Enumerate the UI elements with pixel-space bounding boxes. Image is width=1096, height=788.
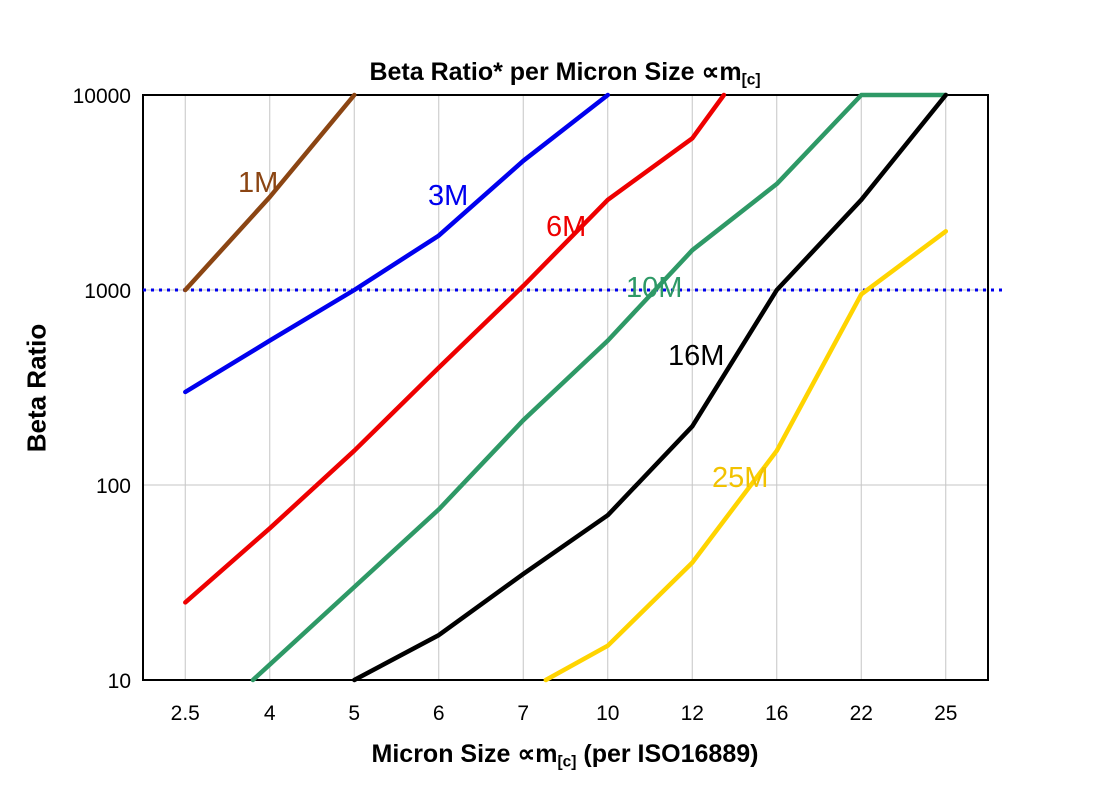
x-tick-label-6: 6	[433, 702, 445, 725]
series-line-1M	[183, 92, 357, 293]
series-line-16M	[352, 92, 949, 683]
x-tick-label-16: 16	[765, 702, 788, 725]
x-tick-label-22: 22	[850, 702, 873, 725]
x-tick-label-7: 7	[517, 702, 529, 725]
x-tick-label-25: 25	[934, 702, 957, 725]
x-axis-title-main: Micron Size ∝m	[371, 740, 558, 768]
series-label-25M: 25M	[712, 462, 768, 494]
x-tick-label-10: 10	[596, 702, 619, 725]
y-tick-label-100: 100	[96, 475, 131, 498]
plot-border	[142, 94, 989, 681]
series-line-10M	[250, 92, 949, 683]
y-tick-label-10: 10	[108, 670, 131, 693]
x-axis-title-subscript: [c]	[557, 753, 577, 771]
series-line-3M	[183, 92, 611, 395]
x-axis-title-tail: (per ISO16889)	[576, 740, 759, 768]
x-axis-title: Micron Size ∝m[c] (per ISO16889)	[35, 739, 1095, 771]
series-label-1M: 1M	[238, 167, 278, 199]
x-tick-label-2.5: 2.5	[171, 702, 200, 725]
series-label-3M: 3M	[428, 180, 468, 212]
x-tick-label-12: 12	[681, 702, 704, 725]
y-tick-label-10000: 10000	[73, 85, 131, 108]
series-label-6M: 6M	[546, 211, 586, 243]
series-label-10M: 10M	[626, 272, 682, 304]
series-label-16M: 16M	[668, 340, 724, 372]
chart-title-main: Beta Ratio* per Micron Size ∝m	[369, 58, 742, 86]
series-line-6M	[183, 92, 727, 605]
y-tick-label-1000: 1000	[84, 280, 131, 303]
x-tick-label-4: 4	[264, 702, 276, 725]
series-line-25M	[543, 229, 949, 683]
chart-title: Beta Ratio* per Micron Size ∝m[c]	[35, 57, 1095, 89]
x-tick-label-5: 5	[348, 702, 360, 725]
chart-title-subscript: [c]	[741, 71, 761, 89]
